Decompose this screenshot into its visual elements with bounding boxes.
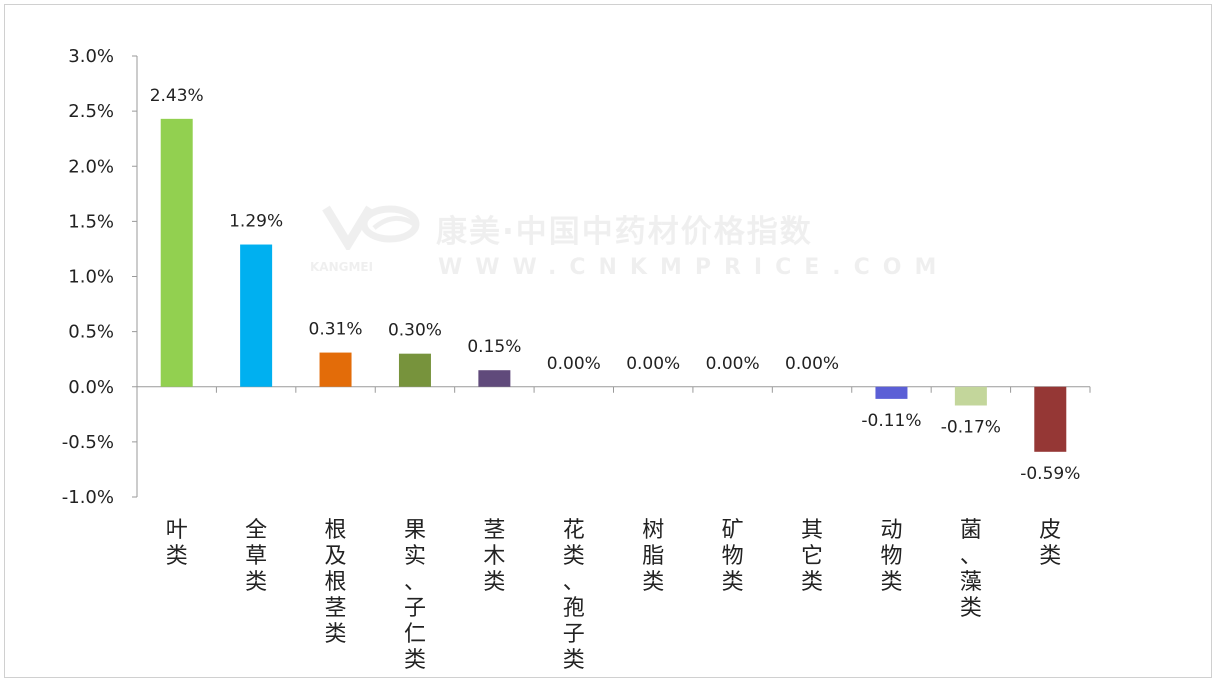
category-label: 茎木类 bbox=[483, 518, 505, 595]
bar bbox=[319, 352, 352, 387]
y-tick-label: 1.0% bbox=[68, 267, 114, 288]
y-tick-label: 0.0% bbox=[68, 377, 114, 398]
y-tick-label: 3.0% bbox=[68, 46, 114, 67]
bar bbox=[875, 386, 908, 399]
data-label: -0.17% bbox=[941, 417, 1001, 437]
category-label: 动物类 bbox=[880, 518, 902, 595]
y-axis: 3.0% 2.5% 2.0% 1.5% 1.0% 0.5% 0.0% -0.5% -1.0% bbox=[62, 46, 138, 508]
data-label: 1.29% bbox=[229, 212, 283, 232]
data-label: 0.00% bbox=[547, 354, 601, 374]
y-tick-label: 2.0% bbox=[68, 156, 114, 177]
data-label: 0.00% bbox=[626, 354, 680, 374]
bar bbox=[1034, 386, 1067, 452]
data-label: 0.00% bbox=[706, 354, 760, 374]
data-label: 0.30% bbox=[388, 321, 442, 341]
y-tick-label: -0.5% bbox=[62, 432, 114, 453]
category-label: 矿物类 bbox=[722, 518, 744, 595]
bar bbox=[240, 244, 273, 387]
data-label: 0.15% bbox=[467, 337, 521, 357]
category-label: 菌、藻类 bbox=[960, 518, 982, 621]
value-labels: 2.43% 1.29% 0.31% 0.30% 0.15% 0.00% 0.00% 0.00%… bbox=[150, 86, 1081, 484]
bar bbox=[398, 353, 431, 387]
chart-frame bbox=[4, 4, 1212, 678]
category-label: 其它类 bbox=[801, 518, 823, 595]
category-label: 花类、孢子类 bbox=[563, 518, 585, 673]
category-label: 果实、子仁类 bbox=[404, 518, 426, 673]
y-tick-label: 1.5% bbox=[68, 211, 114, 232]
data-label: 0.31% bbox=[309, 320, 363, 340]
category-label: 树脂类 bbox=[642, 518, 664, 595]
data-label: -0.59% bbox=[1020, 464, 1080, 484]
y-tick-label: -1.0% bbox=[62, 487, 114, 508]
data-label: 2.43% bbox=[150, 86, 204, 106]
category-label: 全草类 bbox=[245, 518, 267, 595]
y-tick-label: 0.5% bbox=[68, 322, 114, 343]
bars bbox=[160, 118, 1067, 452]
bar bbox=[954, 386, 987, 406]
data-label: 0.00% bbox=[785, 354, 839, 374]
bar bbox=[160, 118, 193, 387]
category-label: 皮类 bbox=[1039, 518, 1061, 569]
category-label: 根及根茎类 bbox=[325, 518, 347, 647]
x-axis bbox=[136, 386, 1091, 393]
y-tick-label: 2.5% bbox=[68, 101, 114, 122]
data-label: -0.11% bbox=[861, 411, 921, 431]
bar bbox=[478, 370, 511, 387]
category-labels: 叶类 全草类 根及根茎类 果实、子仁类 茎木类 花类、孢子类 树脂类 矿物类 其它类 动物类 菌、藻… bbox=[166, 518, 1062, 673]
category-label: 叶类 bbox=[166, 518, 188, 569]
